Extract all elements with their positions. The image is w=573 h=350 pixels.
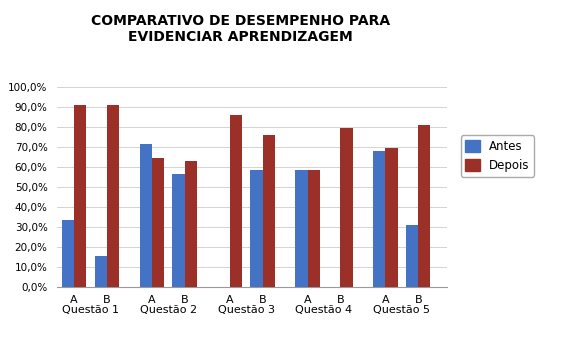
Bar xyxy=(406,225,418,287)
Text: A: A xyxy=(70,295,77,305)
Text: Questão 2: Questão 2 xyxy=(140,305,197,315)
Text: B: B xyxy=(180,295,189,305)
Text: B: B xyxy=(336,295,344,305)
Bar xyxy=(152,158,164,287)
Text: A: A xyxy=(382,295,389,305)
Text: A: A xyxy=(148,295,155,305)
Text: Questão 1: Questão 1 xyxy=(62,305,119,315)
Bar xyxy=(374,151,386,287)
Bar xyxy=(95,256,107,287)
Bar xyxy=(386,148,398,287)
Bar xyxy=(185,161,197,287)
Text: Questão 4: Questão 4 xyxy=(296,305,352,315)
Bar xyxy=(62,220,74,287)
Bar xyxy=(262,135,274,287)
Text: B: B xyxy=(414,295,422,305)
Text: B: B xyxy=(258,295,266,305)
Bar xyxy=(296,170,308,287)
Bar xyxy=(418,125,430,287)
Bar xyxy=(74,105,86,287)
Text: COMPARATIVO DE DESEMPENHO PARA
EVIDENCIAR APRENDIZAGEM: COMPARATIVO DE DESEMPENHO PARA EVIDENCIA… xyxy=(91,14,390,44)
Bar xyxy=(172,174,185,287)
Bar xyxy=(107,105,119,287)
Text: Questão 5: Questão 5 xyxy=(374,305,430,315)
Legend: Antes, Depois: Antes, Depois xyxy=(461,135,534,177)
Bar xyxy=(250,170,262,287)
Text: A: A xyxy=(304,295,311,305)
Text: Questão 3: Questão 3 xyxy=(218,305,274,315)
Bar xyxy=(140,144,152,287)
Bar xyxy=(308,170,320,287)
Text: A: A xyxy=(226,295,233,305)
Bar xyxy=(230,116,242,287)
Text: B: B xyxy=(103,295,111,305)
Bar xyxy=(340,128,352,287)
